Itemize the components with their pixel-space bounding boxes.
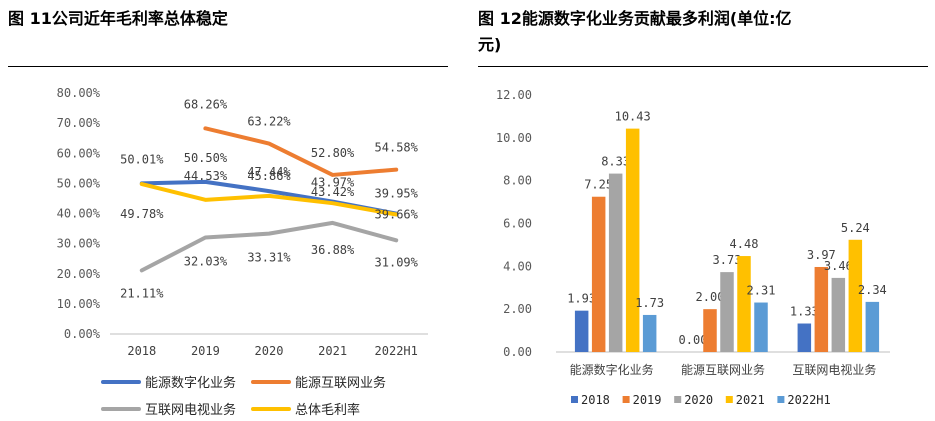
line-x-tick-label: 2022H1 [375, 344, 418, 358]
line-data-label: 33.31% [247, 251, 291, 265]
line-legend-label: 能源数字化业务 [145, 375, 236, 391]
bar-互联网电视业务-2021 [848, 239, 863, 352]
bar-能源数字化业务-2018 [574, 310, 589, 352]
bar-x-tick-label: 能源互联网业务 [681, 362, 765, 377]
line-y-tick-label: 30.00% [57, 237, 101, 251]
line-y-tick-label: 0.00% [64, 327, 101, 341]
bar-能源互联网业务-2019 [703, 309, 717, 352]
bar-legend-label: 2022H1 [787, 393, 830, 407]
bar-legend-swatch [622, 396, 630, 403]
line-data-label: 45.86% [247, 169, 291, 183]
line-data-label: 50.50% [184, 151, 228, 165]
bar-y-tick-label: 0.00 [503, 345, 532, 359]
line-series-能源互联网业务 [203, 126, 399, 177]
bar-互联网电视业务-2018 [797, 323, 812, 352]
bar-y-tick-label: 2.00 [503, 302, 532, 316]
bar-能源数字化业务-2021 [625, 128, 640, 352]
line-data-label: 44.53% [184, 169, 228, 183]
line-x-tick-label: 2018 [127, 344, 156, 358]
bar-y-tick-label: 12.00 [496, 88, 532, 102]
line-data-label: 68.26% [184, 97, 228, 111]
line-y-tick-label: 20.00% [57, 267, 101, 281]
line-y-tick-label: 40.00% [57, 207, 101, 221]
bar-data-label: 7.25 [584, 178, 613, 192]
left-chart-title: 图 11公司近年毛利率总体稳定 [8, 9, 228, 28]
line-x-tick-label: 2019 [191, 344, 220, 358]
bar-legend-label: 2019 [633, 393, 662, 407]
bar-legend-swatch [674, 396, 682, 403]
bar-data-label: 10.43 [615, 110, 651, 124]
bar-互联网电视业务-2022H1 [865, 301, 880, 352]
bar-能源数字化业务-2022H1 [642, 314, 657, 352]
right-chart-title: 图 12能源数字化业务贡献最多利润(单位:亿 元) [478, 6, 928, 58]
line-data-label: 39.66% [375, 208, 419, 222]
line-data-label: 63.22% [247, 115, 291, 129]
bar-data-label: 2.00 [696, 290, 725, 304]
bar-data-label: 1.33 [790, 305, 819, 319]
right-title-rule [478, 66, 928, 67]
bar-data-label: 4.48 [730, 237, 759, 251]
bar-能源数字化业务-2020 [608, 173, 623, 352]
bar-互联网电视业务-2020 [831, 277, 846, 352]
line-data-label: 47.44% [247, 165, 291, 179]
bar-y-tick-label: 8.00 [503, 174, 532, 188]
bar-data-label: 1.73 [635, 296, 664, 310]
line-y-tick-label: 60.00% [57, 146, 101, 160]
bar-x-tick-label: 互联网电视业务 [792, 362, 876, 377]
bar-y-tick-label: 10.00 [496, 131, 532, 145]
line-data-label: 21.11% [120, 286, 164, 300]
bar-data-label: 2.31 [747, 284, 776, 298]
line-data-label: 52.80% [311, 146, 355, 160]
bar-data-label: 8.33 [601, 155, 630, 169]
line-data-label: 32.03% [184, 255, 228, 269]
right-chart-title-line1: 图 12能源数字化业务贡献最多利润(单位:亿 [478, 9, 792, 28]
line-legend-label: 互联网电视业务 [145, 402, 236, 418]
line-legend-label: 总体毛利率 [295, 402, 360, 418]
bar-legend-swatch [571, 396, 578, 403]
bar-data-label: 2.34 [858, 283, 887, 297]
bar-x-tick-label: 能源数字化业务 [570, 362, 654, 377]
bar-data-label: 0.00 [679, 333, 708, 347]
bar-legend-label: 2020 [684, 393, 713, 407]
line-data-label: 43.42% [311, 185, 355, 199]
left-title-rule [8, 66, 448, 67]
bar-data-label: 3.73 [713, 253, 742, 267]
line-y-tick-label: 70.00% [57, 116, 101, 130]
profit-bar-chart: 0.00 2.00 4.00 6.00 8.00 10.00 12.00 1.93 7.25 8.… [496, 88, 890, 407]
margin-line-chart: 0.00% 10.00% 20.00% 30.00% 40.00% 50.00% 60.00… [57, 86, 428, 418]
bar-能源数字化业务-2019 [591, 196, 606, 352]
line-series-互联网电视业务 [139, 220, 399, 273]
line-data-label: 43.97% [311, 176, 355, 190]
line-x-tick-label: 2021 [318, 344, 347, 358]
line-y-tick-label: 10.00% [57, 297, 101, 311]
line-data-label: 36.88% [311, 243, 355, 257]
line-data-label: 49.78% [120, 207, 164, 221]
bar-data-label: 3.46 [824, 259, 853, 273]
bar-y-tick-label: 4.00 [503, 259, 532, 273]
line-y-tick-label: 50.00% [57, 176, 101, 190]
bar-能源互联网业务-2021 [737, 256, 751, 352]
bar-能源互联网业务-2022H1 [754, 302, 768, 352]
line-series-总体毛利率 [139, 182, 399, 217]
bar-data-label: 5.24 [841, 221, 870, 235]
line-data-label: 39.95% [375, 187, 419, 201]
line-data-label: 54.58% [375, 141, 419, 155]
line-legend-label: 能源互联网业务 [295, 375, 386, 391]
bar-data-label: 3.97 [807, 248, 836, 262]
bar-能源互联网业务-2020 [720, 272, 734, 352]
line-data-label: 50.01% [120, 152, 164, 166]
line-y-tick-label: 80.00% [57, 86, 101, 100]
line-data-label: 31.09% [375, 255, 419, 269]
bar-legend-swatch [725, 396, 733, 403]
bar-legend-label: 2021 [736, 393, 765, 407]
right-chart-title-line2: 元) [478, 35, 502, 54]
bar-legend-swatch [777, 396, 785, 403]
line-x-tick-label: 2020 [255, 344, 284, 358]
bar-legend-label: 2018 [581, 393, 610, 407]
bar-data-label: 1.93 [567, 292, 596, 306]
bar-y-tick-label: 6.00 [503, 217, 532, 231]
bar-互联网电视业务-2019 [814, 266, 829, 352]
